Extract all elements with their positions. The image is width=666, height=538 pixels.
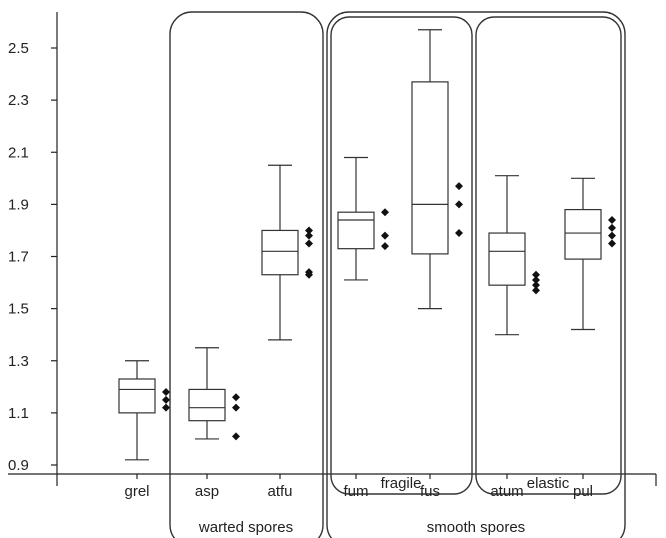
data-point [162,403,170,412]
data-point [608,216,616,225]
group-frame [330,16,473,495]
x-tick-label: atum [490,483,523,500]
iqr-box [564,208,602,260]
group-label: warted spores [198,519,293,536]
data-point [305,239,313,248]
y-tick-label: 2.3 [8,92,29,109]
group-frame [326,11,626,538]
x-tick-label: asp [195,483,219,500]
group-frames [169,11,626,538]
data-point [532,286,540,295]
box-pul [564,177,616,479]
y-tick-label: 1.1 [8,405,29,422]
data-point [455,182,463,191]
x-tick-label: grel [124,483,149,500]
data-point [381,231,389,240]
y-tick-label: 0.9 [8,457,29,474]
data-point [455,200,463,209]
box-series [118,29,616,479]
box-grel [118,360,170,479]
iqr-box [337,211,375,250]
box-fus [411,29,463,479]
data-point [305,268,313,277]
box-atum [488,175,540,479]
x-tick-label: pul [573,483,593,500]
data-point [232,393,240,402]
group-frame [169,11,324,538]
data-point [305,226,313,235]
data-point [232,432,240,441]
data-point [305,231,313,240]
iqr-box [488,232,526,286]
data-point [381,208,389,217]
box-fum [337,156,389,479]
y-tick-label: 1.3 [8,353,29,370]
box-asp [188,347,240,479]
data-point [608,239,616,248]
group-label: elastic [527,475,570,492]
box-atfu [261,164,313,479]
data-point [608,223,616,232]
group-label: smooth spores [427,519,525,536]
x-tick-label: fum [343,483,368,500]
y-tick-label: 1.7 [8,249,29,266]
x-tick-label: atfu [267,483,292,500]
iqr-box [261,229,299,276]
data-point [532,281,540,290]
axes [8,12,657,486]
data-point [532,270,540,279]
y-tick-label: 2.5 [8,40,29,57]
data-point [381,242,389,251]
axis-labels: 0.9 1.1 1.3 1.5 1.7 1.9 2.1 2.3 2.5 warted spores… [8,40,593,536]
data-point [232,403,240,412]
data-point [162,395,170,404]
iqr-box [118,378,156,414]
data-point [608,231,616,240]
data-point [162,388,170,397]
data-point [455,229,463,238]
y-tick-label: 1.5 [8,301,29,318]
group-label: fragile [381,475,422,492]
x-tick-label: fus [420,483,440,500]
y-tick-label: 1.9 [8,196,29,213]
y-tick-label: 2.1 [8,144,29,161]
group-frame [475,16,622,495]
iqr-box [411,81,449,255]
iqr-box [188,388,226,422]
data-point [532,275,540,284]
